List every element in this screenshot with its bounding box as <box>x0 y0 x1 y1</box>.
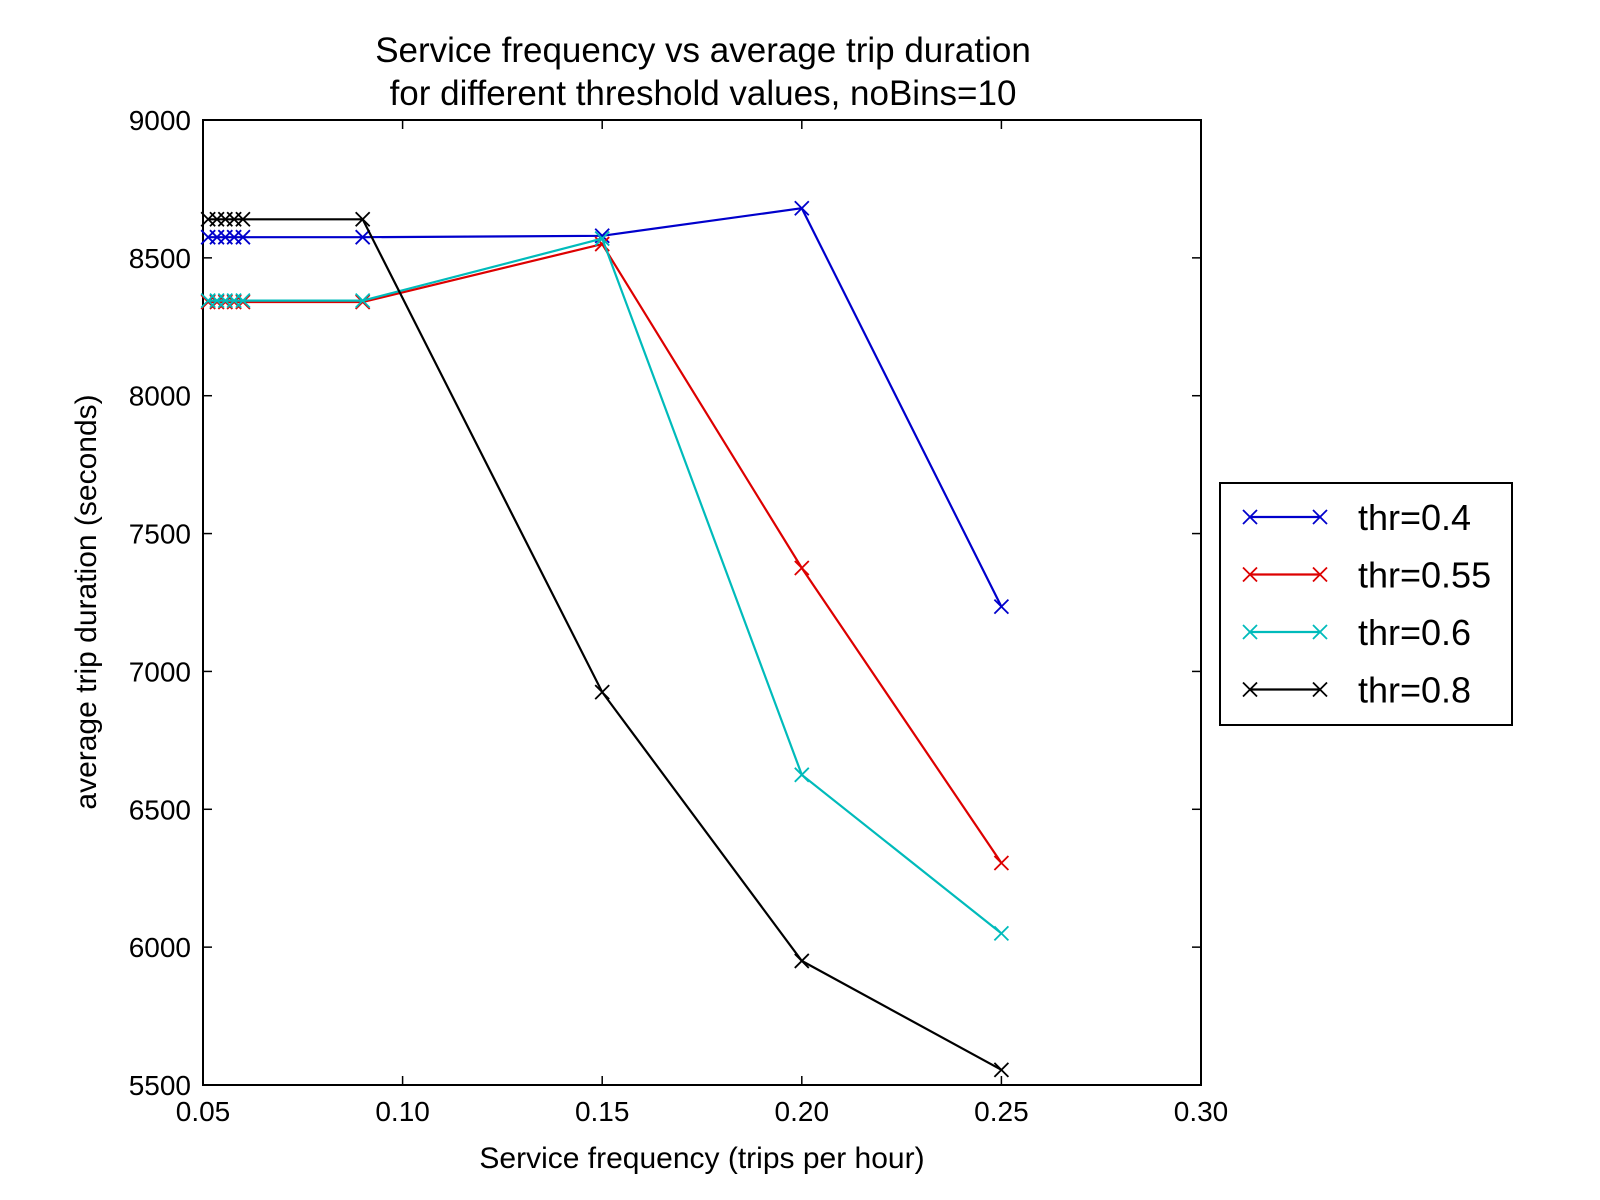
plot-area-frame <box>202 119 1202 1086</box>
x-tick-label: 0.20 <box>775 1096 830 1127</box>
legend-marker-left <box>1242 681 1258 698</box>
legend-box <box>1219 482 1513 726</box>
series-line <box>208 242 1003 864</box>
series-line <box>208 218 1002 1071</box>
legend-marker-left <box>1242 624 1258 640</box>
y-tick-label: 7000 <box>129 656 191 687</box>
y-tick-label: 9000 <box>129 105 191 136</box>
series-thr=0.55 <box>200 236 1010 871</box>
chart-title-line-2: for different threshold values, noBins=1… <box>390 74 1017 113</box>
data-point-marker <box>993 598 1010 615</box>
legend-marker-left <box>1242 566 1258 583</box>
y-tick-labels: 5500 6000 6500 7000 7500 8000 8500 9000 <box>129 105 191 1101</box>
legend-entry: thr=0.6 <box>1242 612 1471 653</box>
data-point-marker <box>355 229 371 245</box>
data-point-marker <box>993 1062 1010 1078</box>
legend: thr=0.4 thr=0.55 thr=0.6 thr=0.8 <box>1219 482 1513 726</box>
data-point-marker <box>355 292 371 309</box>
legend-marker-right <box>1312 624 1328 640</box>
y-tick-label: 6000 <box>129 932 191 963</box>
data-point-marker <box>355 211 371 227</box>
y-tick-label: 5500 <box>129 1070 191 1101</box>
y-tick-label: 7500 <box>129 519 191 550</box>
y-axis-label: average trip duration (seconds) <box>70 394 103 809</box>
series-lines <box>200 200 1010 1078</box>
x-tick-label: 0.30 <box>1174 1096 1229 1127</box>
y-tick-label: 8500 <box>129 243 191 274</box>
y-tick-label: 8000 <box>129 381 191 412</box>
x-tick-label: 0.15 <box>575 1096 630 1127</box>
legend-label: thr=0.8 <box>1358 670 1471 711</box>
legend-label: thr=0.4 <box>1358 497 1471 538</box>
legend-entry: thr=0.4 <box>1242 497 1471 538</box>
series-line <box>208 237 1003 935</box>
x-tick-labels: 0.05 0.10 0.15 0.20 0.25 0.30 <box>176 1096 1229 1127</box>
data-point-marker <box>594 230 610 247</box>
y-tick-label: 6500 <box>129 794 191 825</box>
series-thr=0.6 <box>200 230 1010 941</box>
chart-title: Service frequency vs average trip durati… <box>375 31 1031 113</box>
data-point-marker <box>794 200 810 216</box>
x-tick-label: 0.25 <box>974 1096 1029 1127</box>
legend-label: thr=0.55 <box>1358 555 1491 596</box>
legend-label: thr=0.6 <box>1358 612 1471 653</box>
data-point-marker <box>235 292 251 309</box>
chart-title-line-1: Service frequency vs average trip durati… <box>375 31 1031 70</box>
data-point-marker <box>794 953 810 969</box>
data-point-marker <box>235 229 251 245</box>
legend-marker-right <box>1312 566 1328 583</box>
x-tick-label: 0.05 <box>176 1096 231 1127</box>
axis-ticks <box>202 119 1202 1086</box>
legend-marker-left <box>1242 509 1258 525</box>
legend-marker-right <box>1312 509 1328 525</box>
data-point-marker <box>794 560 810 576</box>
series-line <box>208 207 1003 608</box>
x-tick-label: 0.10 <box>375 1096 430 1127</box>
data-point-marker <box>594 684 610 700</box>
legend-entry: thr=0.55 <box>1242 555 1491 596</box>
series-thr=0.8 <box>200 211 1010 1078</box>
data-point-marker <box>993 925 1010 941</box>
legend-entry: thr=0.8 <box>1242 670 1471 711</box>
x-axis-label: Service frequency (trips per hour) <box>479 1142 924 1175</box>
data-point-marker <box>993 855 1010 871</box>
legend-marker-right <box>1312 681 1328 698</box>
data-point-marker <box>355 294 371 310</box>
data-point-marker <box>794 767 810 783</box>
series-thr=0.4 <box>200 200 1010 615</box>
data-point-marker <box>235 211 251 227</box>
